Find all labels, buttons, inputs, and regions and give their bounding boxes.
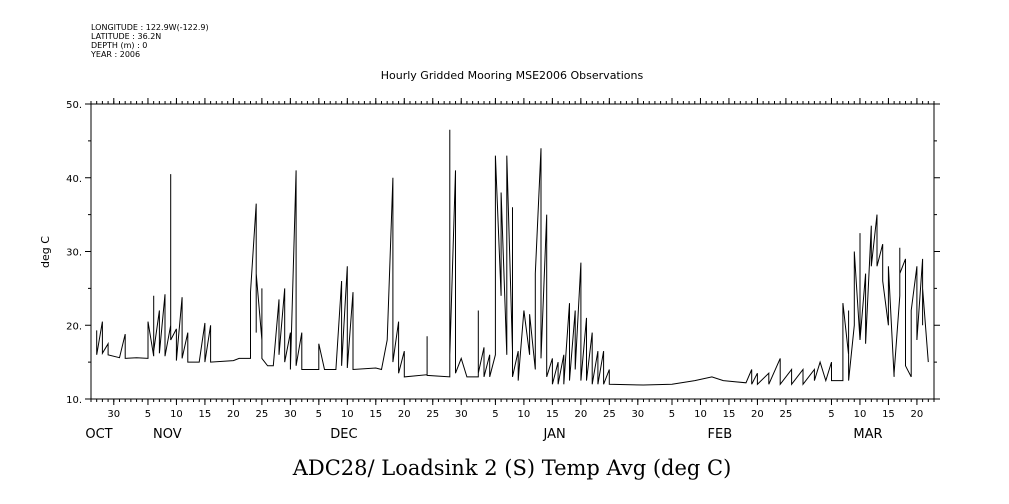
y-tick-label: 20. [66,321,82,332]
latitude-label: LATITUDE : 36.2N [91,32,162,41]
x-tick-label: 30 [107,409,120,420]
x-tick-label: 5 [316,409,322,420]
x-tick-label: 20 [751,409,764,420]
y-axis-label: deg C [39,236,52,268]
x-tick-label: 25 [603,409,616,420]
x-tick-label: 15 [546,409,559,420]
x-tick-label: 5 [492,409,498,420]
month-label: FEB [708,427,733,442]
x-tick-label: 10 [170,409,183,420]
x-tick-label: 15 [369,409,382,420]
x-tick-label: 20 [911,409,924,420]
x-tick-label: 25 [256,409,269,420]
x-tick-label: 10 [694,409,707,420]
x-tick-label: 5 [145,409,151,420]
x-tick-label: 10 [518,409,531,420]
x-tick-label: 5 [828,409,834,420]
y-tick-label: 30. [66,248,82,259]
x-tick-label: 25 [426,409,439,420]
depth-label: DEPTH (m) : 0 [91,41,148,50]
x-tick-label: 30 [631,409,644,420]
axis-ticks: 10. 20. 30. 40. 50. 30 5 10 15 20 25 30 5 10 15 20 25 30 5… [66,98,940,442]
x-tick-label: 15 [199,409,212,420]
x-tick-label: 30 [284,409,297,420]
chart-footer-label: ADC28/ Loadsink 2 (S) Temp Avg (deg C) [292,456,732,480]
y-tick-label: 10. [66,395,82,406]
month-label: JAN [543,427,566,442]
month-label: MAR [853,427,882,442]
year-label: YEAR : 2006 [91,50,141,59]
chart-title: Hourly Gridded Mooring MSE2006 Observati… [380,69,644,82]
x-tick-label: 20 [398,409,411,420]
x-tick-label: 10 [854,409,867,420]
temperature-series-line [96,129,929,386]
month-label: DEC [330,427,357,442]
month-label: OCT [85,427,112,442]
longitude-label: LONGITUDE : 122.9W(-122.9) [91,23,209,32]
x-tick-label: 30 [455,409,468,420]
y-tick-label: 40. [66,174,82,185]
y-tick-label: 50. [66,100,82,111]
x-tick-label: 25 [780,409,793,420]
month-label: NOV [153,427,182,442]
x-tick-label: 5 [669,409,675,420]
series-group [96,129,929,386]
x-tick-label: 10 [341,409,354,420]
x-tick-label: 20 [574,409,587,420]
x-tick-label: 20 [227,409,240,420]
x-tick-label: 15 [882,409,895,420]
x-tick-label: 15 [723,409,736,420]
